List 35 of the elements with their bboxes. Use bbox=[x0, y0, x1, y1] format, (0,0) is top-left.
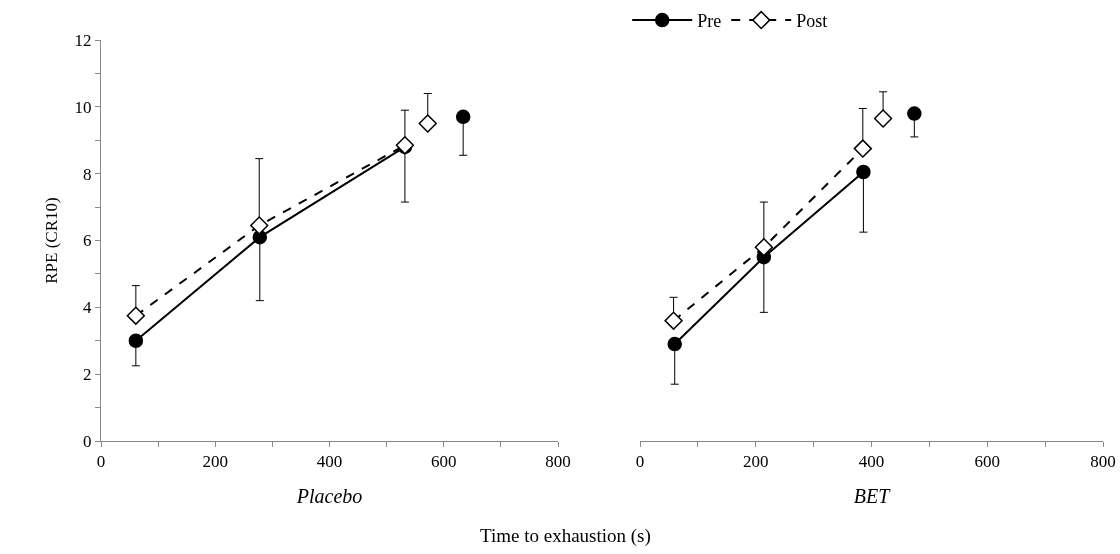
x-tick-label: 200 bbox=[202, 452, 228, 472]
y-tick-label: 0 bbox=[83, 431, 92, 451]
x-tick-label: 400 bbox=[316, 452, 343, 472]
point bbox=[667, 336, 682, 352]
x-tick-label: 0 bbox=[96, 452, 106, 472]
point bbox=[250, 216, 269, 235]
x-tick-label: 200 bbox=[743, 452, 769, 472]
point bbox=[418, 114, 437, 133]
x-tick-label: 400 bbox=[858, 452, 885, 472]
y-tick-label: 8 bbox=[83, 164, 92, 184]
point bbox=[873, 109, 893, 128]
y-tick-label: 4 bbox=[83, 298, 93, 318]
point bbox=[126, 306, 146, 325]
x-axis-title: BET bbox=[853, 484, 892, 507]
x-axis-title: Placebo bbox=[295, 484, 363, 507]
x-tick-label: 600 bbox=[974, 452, 1000, 472]
legend-label: Pre bbox=[697, 11, 722, 32]
y-tick-label: 10 bbox=[74, 97, 92, 117]
x-tick-label: 600 bbox=[431, 452, 457, 472]
y-tick-label: 6 bbox=[83, 231, 92, 251]
point bbox=[664, 311, 683, 330]
x-tick-label: 0 bbox=[635, 452, 645, 472]
point bbox=[455, 109, 471, 125]
point bbox=[853, 139, 873, 158]
point bbox=[907, 106, 922, 121]
y-axis-title: RPE (CR10) bbox=[42, 197, 62, 284]
text: Time to exhaustion (s) bbox=[480, 525, 651, 547]
point bbox=[754, 237, 774, 257]
point bbox=[856, 164, 871, 180]
x-tick-label: 800 bbox=[545, 452, 571, 472]
x-tick-label: 800 bbox=[1090, 452, 1116, 472]
legend-label: Post bbox=[796, 11, 828, 32]
y-tick-label: 12 bbox=[74, 30, 92, 50]
point bbox=[128, 333, 144, 348]
y-tick-label: 2 bbox=[83, 365, 92, 385]
